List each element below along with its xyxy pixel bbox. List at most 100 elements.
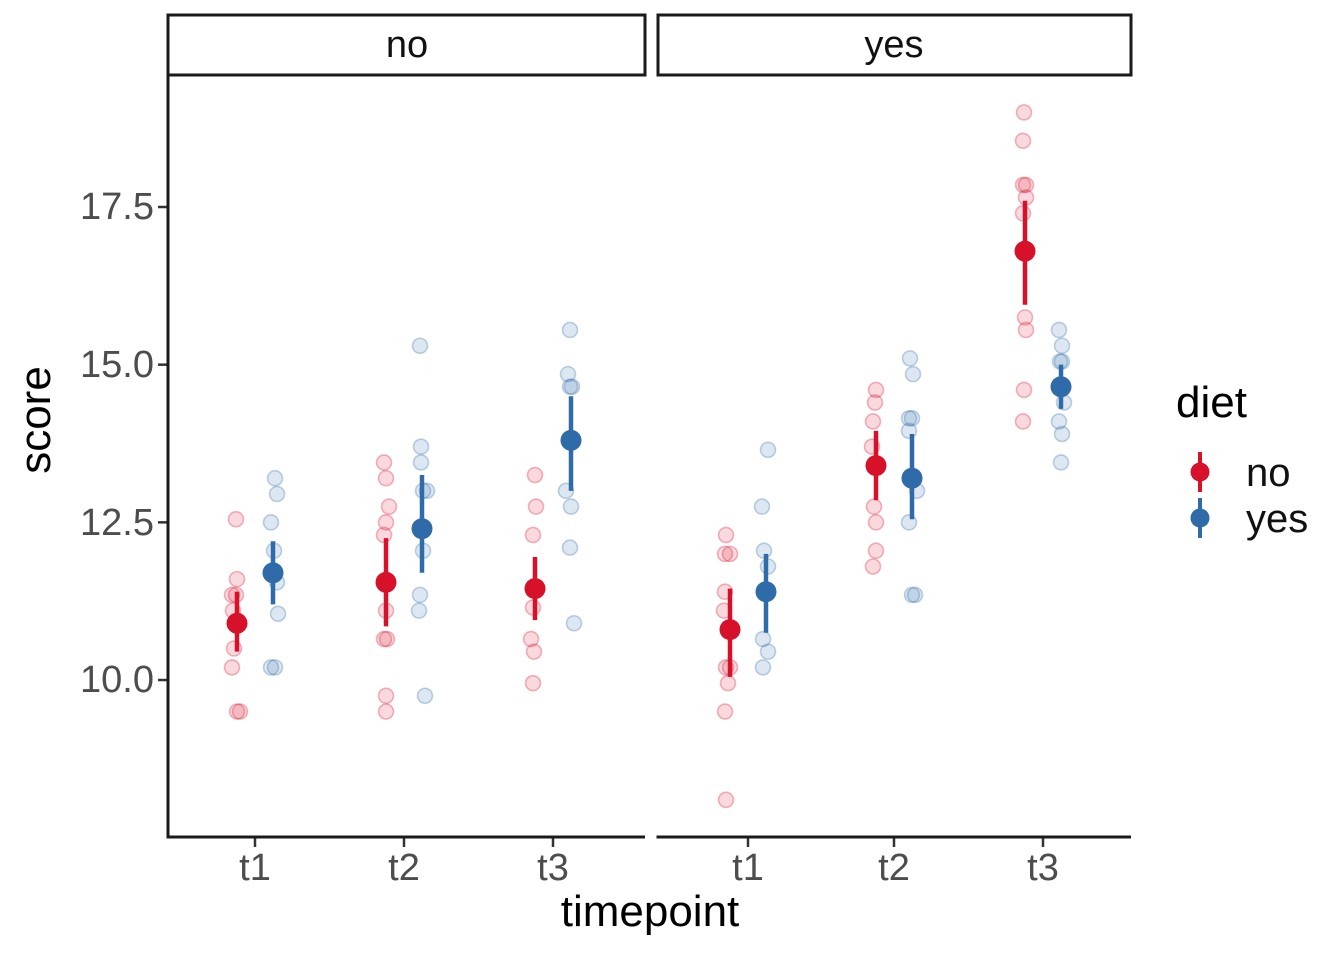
jitter-point (410, 602, 428, 619)
jitter-point (1015, 104, 1033, 121)
jitter-point (1050, 413, 1068, 430)
jitter-point (754, 659, 772, 676)
legend-key-pointrange-yes-icon (1190, 498, 1210, 538)
jitter-point (562, 498, 580, 515)
jitter-point (866, 394, 884, 411)
jitter-point (378, 630, 396, 648)
jitter-point (525, 643, 543, 660)
jitter-point (377, 514, 395, 531)
jitter-point (1016, 309, 1034, 326)
jitter-point (268, 485, 286, 503)
jitter-point (522, 630, 540, 648)
jitter-point (721, 545, 739, 563)
jitter-point (561, 539, 579, 556)
y-tick-label: 10.0 (80, 659, 154, 701)
legend-label-no: no (1246, 451, 1291, 495)
x-tick-label: t2 (388, 847, 420, 889)
jitter-point (1017, 176, 1035, 194)
jitter-point (228, 570, 246, 588)
jitter-point (1017, 321, 1035, 339)
mean-point (262, 562, 284, 584)
mean-point (524, 578, 546, 600)
jitter-point (377, 469, 395, 487)
mean-point (755, 581, 777, 603)
mean-point (719, 619, 741, 641)
jitter-point (1053, 425, 1071, 443)
jitter-point (1052, 454, 1070, 471)
jitter-point (904, 365, 922, 383)
mean-point (1050, 376, 1072, 398)
mean-point (901, 467, 923, 489)
jitter-point (380, 498, 398, 515)
facet-strip-label-no: no (385, 24, 429, 66)
mean-point (560, 429, 582, 451)
jitter-point (228, 703, 246, 720)
jitter-point (561, 321, 579, 339)
y-axis-title: score (11, 366, 60, 474)
x-tick-label: t3 (1027, 847, 1059, 889)
jitter-point (753, 498, 771, 515)
jitter-point (865, 498, 883, 515)
x-tick-label: t1 (239, 847, 271, 889)
jitter-point (717, 526, 735, 544)
legend-label-yes: yes (1246, 497, 1309, 541)
jitter-point (223, 659, 241, 676)
jitter-point (1014, 176, 1032, 194)
y-tick-label: 12.5 (80, 502, 154, 544)
jitter-point (375, 630, 393, 648)
y-tick-label: 15.0 (80, 344, 154, 386)
jitter-point (227, 510, 245, 528)
jitter-point (526, 466, 544, 484)
jitter-point (375, 454, 393, 471)
jitter-point (412, 454, 430, 471)
jitter-point (759, 441, 777, 459)
jitter-point (231, 703, 249, 720)
mean-point (865, 455, 887, 477)
mean-point (1014, 240, 1036, 262)
x-tick-label: t1 (732, 847, 764, 889)
facet-strip-label-yes: yes (864, 24, 924, 66)
jitter-point (563, 378, 581, 396)
jitter-point (377, 687, 395, 705)
jitter-point (559, 365, 577, 383)
jitter-point (411, 586, 429, 604)
jitter-point (867, 514, 885, 531)
jitter-point (759, 643, 777, 660)
jitter-point (416, 687, 434, 705)
jitter-point (903, 409, 921, 427)
jitter-point (754, 630, 772, 648)
jitter-point (527, 498, 545, 515)
jitter-point (269, 605, 287, 623)
jitter-point (903, 586, 921, 604)
jitter-point (901, 350, 919, 367)
jitter-point (1014, 132, 1032, 150)
jitter-point (864, 413, 882, 430)
jitter-point (524, 674, 542, 692)
jitter-point (1014, 413, 1032, 430)
jitter-point (266, 469, 284, 487)
jitter-point (716, 703, 734, 720)
jitter-point (266, 659, 284, 676)
jitter-point (1015, 381, 1033, 399)
y-tick-label: 17.5 (80, 186, 154, 228)
jitter-point (867, 381, 885, 399)
jitter-point (867, 542, 885, 560)
facet-strip-rect (656, 13, 1133, 77)
jitter-point (1050, 321, 1068, 339)
jitter-point (377, 703, 395, 720)
jitter-point (412, 438, 430, 455)
x-tick-label: t3 (537, 847, 569, 889)
jitter-point (262, 659, 280, 676)
jitter-point (262, 514, 280, 531)
jitter-point (717, 791, 735, 809)
jitter-point (716, 545, 734, 563)
x-tick-label: t2 (878, 847, 910, 889)
facet-strip-rect (166, 13, 647, 77)
jitter-point (906, 586, 924, 604)
jitter-point (864, 558, 882, 575)
jitter-point (719, 674, 737, 692)
jitter-point (1053, 337, 1071, 355)
jitter-point (524, 526, 542, 544)
